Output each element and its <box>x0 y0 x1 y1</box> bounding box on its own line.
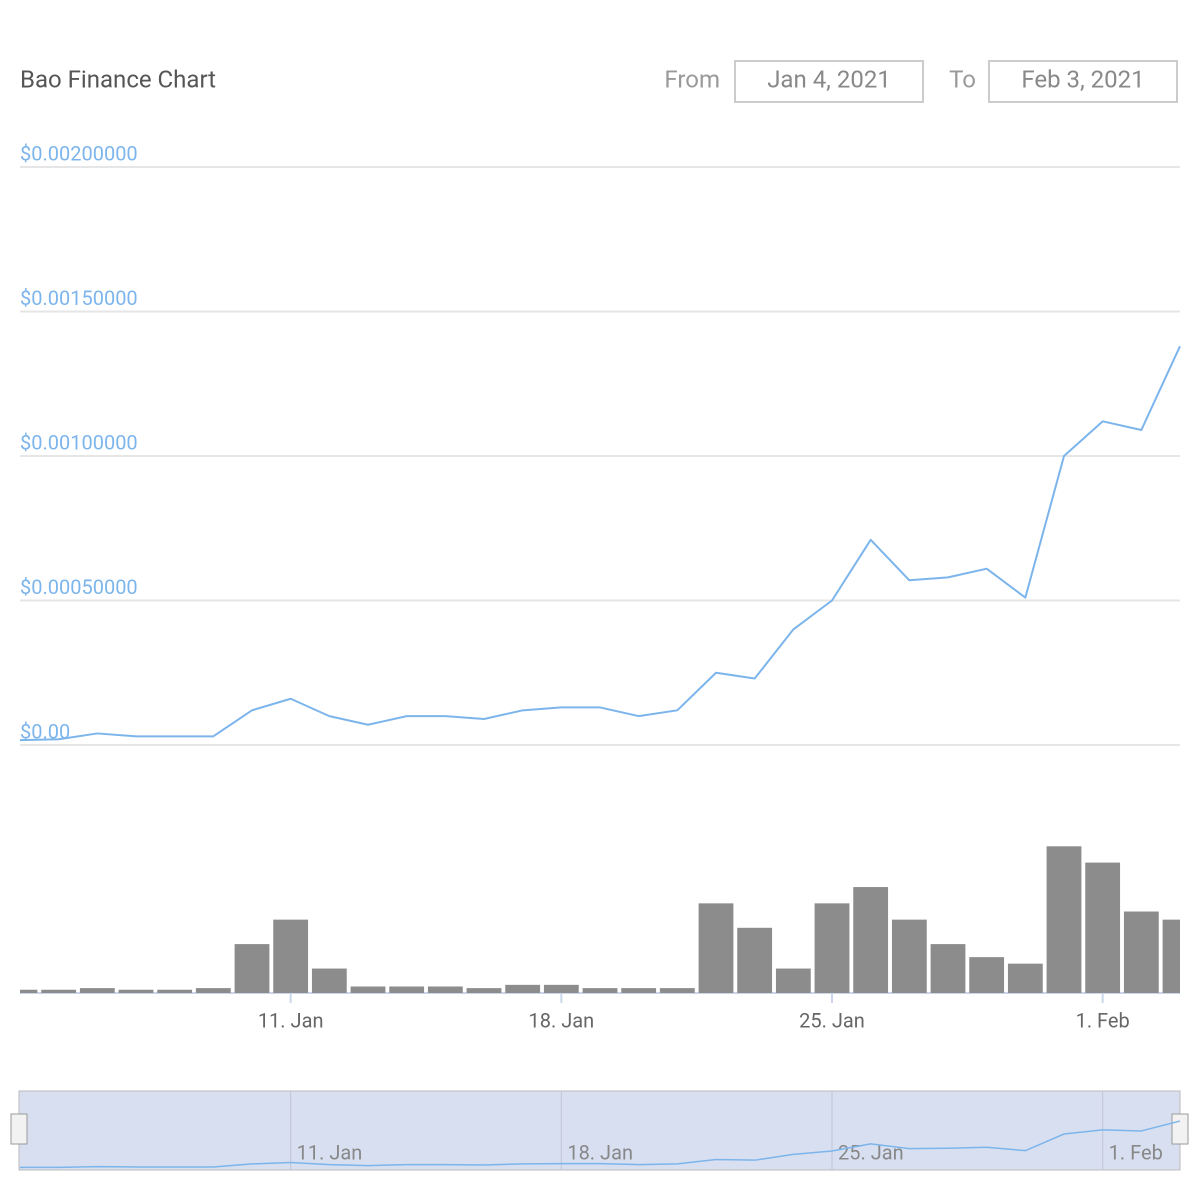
price-line <box>19 345 1181 742</box>
volume-bar <box>1085 862 1121 993</box>
y-tick-label: $0.00100000 <box>20 430 138 454</box>
x-tick-label: 25. Jan <box>799 1008 865 1032</box>
y-tick-label: $0.00200000 <box>20 141 138 165</box>
y-tick-label: $0.00050000 <box>20 575 138 599</box>
navigator-label: 1. Feb <box>1109 1140 1163 1164</box>
volume-bar <box>659 988 695 993</box>
volume-bar <box>234 944 270 993</box>
to-date[interactable]: Feb 3, 2021 <box>1021 65 1144 93</box>
volume-bar <box>543 984 579 993</box>
volume-bar <box>853 887 889 993</box>
volume-bar <box>1162 919 1180 993</box>
navigator-handle[interactable] <box>1171 1113 1189 1145</box>
x-tick-label: 11. Jan <box>258 1008 324 1032</box>
volume-bar <box>466 988 502 993</box>
navigator-line <box>19 1120 1181 1169</box>
volume-bar <box>737 927 773 993</box>
volume-bar <box>969 957 1005 993</box>
volume-bar <box>930 944 966 993</box>
volume-bar <box>1046 846 1082 993</box>
to-label: To <box>949 65 976 93</box>
volume-bar <box>891 919 927 993</box>
volume-bar <box>79 988 115 993</box>
volume-bar <box>582 988 618 993</box>
volume-bar <box>1007 963 1043 993</box>
volume-bar <box>157 989 193 993</box>
navigator-label: 11. Jan <box>297 1140 363 1164</box>
x-tick-label: 18. Jan <box>528 1008 594 1032</box>
chart-title: Bao Finance Chart <box>20 65 216 93</box>
volume-bar <box>775 968 811 993</box>
volume-bar <box>118 989 154 993</box>
volume-bar <box>698 903 734 993</box>
from-date[interactable]: Jan 4, 2021 <box>767 65 891 93</box>
from-input[interactable] <box>734 60 924 103</box>
from-label: From <box>664 65 720 93</box>
volume-bar <box>311 968 347 993</box>
volume-bar <box>814 903 850 993</box>
navigator[interactable] <box>18 1090 1181 1171</box>
volume-bar <box>389 986 425 993</box>
volume-bar <box>273 919 309 993</box>
volume-bar <box>1123 911 1159 993</box>
volume-bar <box>195 988 231 993</box>
volume-bar <box>350 986 386 993</box>
volume-bar <box>505 984 541 993</box>
volume-bar <box>621 988 657 993</box>
y-tick-label: $0.00150000 <box>20 286 138 310</box>
x-tick-label: 1. Feb <box>1076 1008 1130 1032</box>
volume-bar <box>20 989 38 993</box>
navigator-label: 18. Jan <box>567 1140 633 1164</box>
volume-bar <box>427 986 463 993</box>
to-input[interactable] <box>988 60 1178 103</box>
volume-bar <box>41 989 77 993</box>
navigator-handle[interactable] <box>10 1113 28 1145</box>
